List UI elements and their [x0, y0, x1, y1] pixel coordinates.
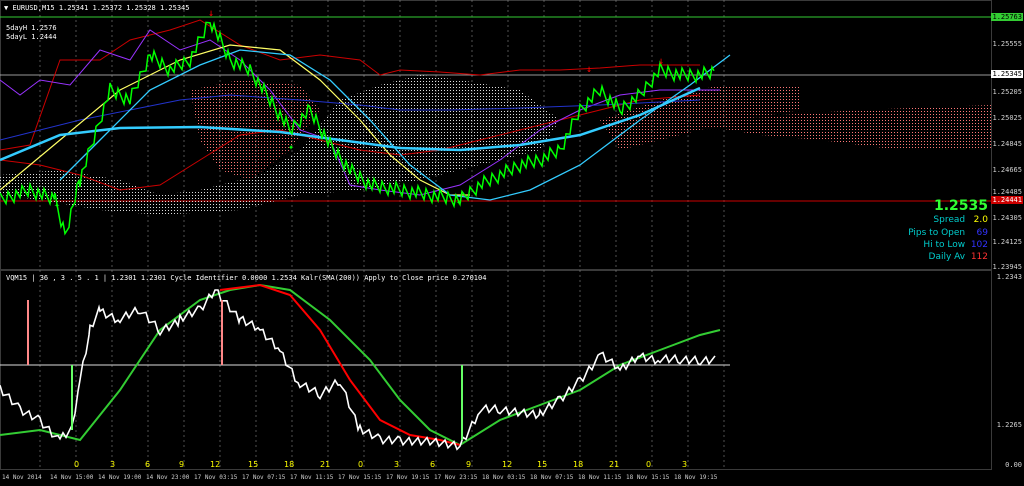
hour-label: 0 — [646, 460, 652, 469]
indicator-title: VQM15 | 36 , 3 . 5 . 1 | 1.2301 1.2301 C… — [6, 274, 487, 282]
hour-label: 21 — [609, 460, 620, 469]
price-axis[interactable]: 1.25763 1.25555 1.25345 1.25205 1.25025 … — [991, 0, 1024, 271]
time-label: 17 Nov 03:15 — [194, 474, 238, 481]
red-arrow-marker: ↓ — [658, 56, 664, 67]
spread-label: Spread — [933, 215, 966, 225]
time-label: 17 Nov 19:15 — [386, 474, 430, 481]
price-tick: 1.25555 — [992, 40, 1022, 48]
hour-label: 21 — [320, 460, 331, 469]
time-label: 14 Nov 2014 — [2, 474, 42, 481]
yellow-ma-line — [0, 44, 470, 196]
red-arrow-marker: ↓ — [208, 8, 214, 19]
hour-label: 6 — [145, 460, 151, 469]
time-label: 18 Nov 03:15 — [482, 474, 526, 481]
pips-label: Pips to Open — [908, 228, 966, 238]
spread-row: Spread 2.0 — [933, 215, 988, 225]
time-label: 17 Nov 11:15 — [290, 474, 334, 481]
price-tick: 1.23945 — [992, 263, 1022, 271]
time-label: 18 Nov 11:15 — [578, 474, 622, 481]
price-tick: 1.25205 — [992, 88, 1022, 96]
hilo-label: Hi to Low — [923, 240, 966, 250]
pips-value: 69 — [976, 228, 988, 238]
green-arrow-marker: ✦ — [288, 142, 294, 153]
chart-header: ▼ EURUSD,M15 1.25341 1.25372 1.25328 1.2… — [4, 4, 189, 12]
time-label: 18 Nov 15:15 — [626, 474, 670, 481]
time-label: 14 Nov 23:00 — [146, 474, 190, 481]
green-arrow-marker: ✦ — [456, 197, 462, 208]
dropdown-triangle-icon[interactable]: ▼ — [4, 4, 9, 12]
ohlc-label: 1.25341 1.25372 1.25328 1.25345 — [58, 4, 190, 12]
price-tick: 1.24125 — [992, 238, 1022, 246]
hilo-value: 102 — [970, 240, 988, 250]
price-tick: 1.24485 — [992, 188, 1022, 196]
five-day-high-label: 5dayH 1.2576 — [6, 24, 57, 32]
time-label: 18 Nov 19:15 — [674, 474, 718, 481]
time-label: 14 Nov 19:00 — [98, 474, 142, 481]
green-arrow-marker: ✦ — [54, 200, 60, 211]
hour-label: 12 — [210, 460, 221, 469]
price-line — [0, 20, 715, 236]
indicator-red-curve — [219, 283, 461, 446]
hour-label: 0 — [74, 460, 80, 469]
daily-value: 112 — [970, 252, 988, 262]
five-day-low-label: 5dayL 1.2444 — [6, 33, 57, 41]
indicator-green-curve — [0, 283, 721, 447]
current-price-display: 1.2535 — [933, 198, 988, 214]
time-label: 17 Nov 07:15 — [242, 474, 286, 481]
hour-label: 12 — [502, 460, 513, 469]
price-tick: 1.24305 — [992, 214, 1022, 222]
indicator-axis-mid: 1.2265 — [996, 421, 1022, 429]
price-tick: 1.24845 — [992, 140, 1022, 148]
current-price-tag: 1.25345 — [991, 70, 1023, 78]
hour-label: 3 — [394, 460, 400, 469]
ichimoku-cloud-red-future — [600, 85, 800, 150]
indicator-pane[interactable] — [0, 270, 992, 470]
symbol-label: EURUSD,M15 — [12, 4, 55, 12]
hour-label: 0 — [358, 460, 364, 469]
hour-label: 9 — [466, 460, 472, 469]
hour-label: 18 — [573, 460, 584, 469]
hour-label: 15 — [248, 460, 259, 469]
daily-label: Daily Av — [928, 252, 966, 262]
hour-label: 15 — [537, 460, 548, 469]
hilo-row: Hi to Low 102 — [923, 240, 988, 250]
mid-envelope-line — [0, 94, 701, 191]
indicator-axis-bottom: 0.00 — [1005, 461, 1022, 469]
daily-row: Daily Av 112 — [929, 252, 988, 262]
indicator-axis[interactable]: 1.2343 1.2265 0.00 — [991, 270, 1024, 470]
five-day-low-tag: 1.24441 — [991, 196, 1023, 204]
time-label: 17 Nov 23:15 — [434, 474, 478, 481]
five-day-high-tag: 1.25763 — [991, 13, 1023, 21]
ichimoku-cloud-red-far — [700, 105, 992, 150]
red-arrow-marker: ↓ — [586, 64, 592, 75]
blue-baseline-line — [0, 94, 701, 141]
indicator-white-line — [0, 289, 716, 451]
price-tick: 1.24665 — [992, 166, 1022, 174]
pips-row: Pips to Open 69 — [908, 228, 988, 238]
spread-value: 2.0 — [973, 215, 988, 225]
hour-label: 6 — [430, 460, 436, 469]
indicator-axis-top: 1.2343 — [996, 273, 1022, 281]
hour-label: 3 — [682, 460, 688, 469]
upper-envelope-line — [0, 19, 700, 151]
purple-channel-line — [0, 29, 720, 196]
time-label: 17 Nov 15:15 — [338, 474, 382, 481]
cyan-fast-ma-line — [59, 49, 731, 201]
hour-label: 18 — [284, 460, 295, 469]
time-label: 14 Nov 15:00 — [50, 474, 94, 481]
hour-label: 3 — [110, 460, 116, 469]
hour-label: 9 — [179, 460, 185, 469]
time-label: 18 Nov 07:15 — [530, 474, 574, 481]
chart-canvas[interactable]: ✦ ✦ ✦ ↓ ↓ ↓ — [0, 0, 992, 470]
time-axis[interactable]: 14 Nov 2014 14 Nov 15:00 14 Nov 19:00 14… — [0, 470, 1024, 486]
price-tick: 1.25025 — [992, 114, 1022, 122]
